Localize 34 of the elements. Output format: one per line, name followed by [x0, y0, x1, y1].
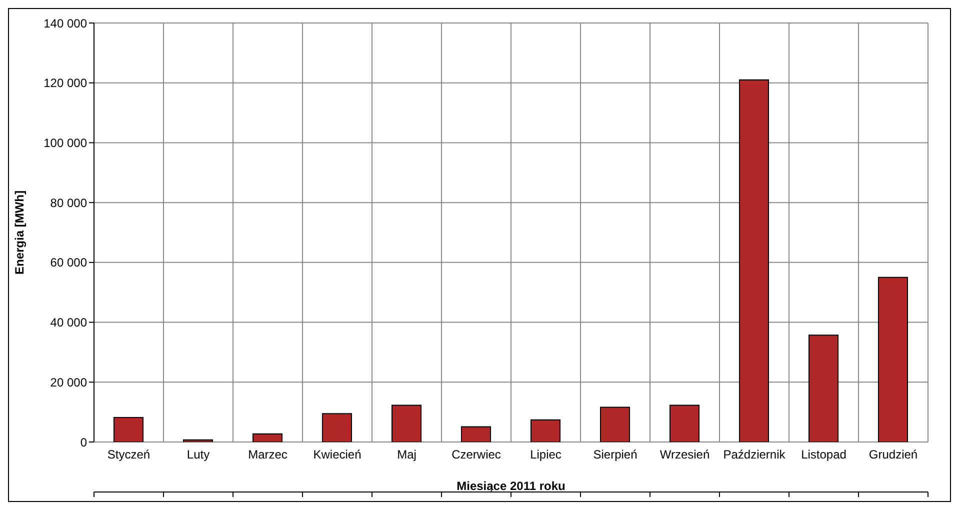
- y-tick-label: 120 000: [44, 76, 88, 90]
- x-tick-label: Listopad: [801, 448, 846, 462]
- bar: [252, 433, 282, 442]
- x-tick-label: Styczeń: [107, 448, 150, 462]
- x-axis-title: Miesiące 2011 roku: [456, 479, 566, 493]
- y-tick-label: 0: [80, 435, 88, 450]
- x-tick-label: Marzec: [248, 448, 288, 462]
- bar: [392, 404, 422, 442]
- y-tick-label: 60 000: [50, 256, 88, 270]
- bar: [670, 404, 700, 442]
- bar: [322, 413, 352, 442]
- x-tick-label: Czerwiec: [452, 448, 501, 462]
- x-tick-label: Sierpień: [593, 448, 638, 462]
- y-tick-label: 80 000: [50, 196, 88, 210]
- y-axis-title: Energia [MWh]: [12, 190, 26, 274]
- y-tick-label: 20 000: [50, 375, 88, 390]
- bar: [461, 426, 491, 442]
- y-tick-label: 40 000: [50, 316, 88, 330]
- y-tick-label: 140 000: [44, 16, 88, 30]
- x-tick-label: Maj: [397, 448, 416, 462]
- bar: [114, 416, 144, 442]
- bar: [808, 334, 838, 442]
- bar: [878, 276, 908, 442]
- x-tick-label: Luty: [186, 448, 210, 462]
- x-tick-label: Grudzień: [868, 448, 918, 462]
- bar: [183, 439, 213, 442]
- bar: [530, 419, 560, 442]
- x-tick-label: Lipiec: [530, 448, 562, 462]
- bar: [739, 79, 769, 442]
- y-tick-label: 100 000: [44, 136, 88, 150]
- x-tick-label: Wrzesień: [660, 448, 710, 462]
- x-tick-label: Kwiecień: [313, 448, 362, 462]
- bar: [600, 406, 630, 442]
- x-tick-label: Październik: [723, 448, 786, 462]
